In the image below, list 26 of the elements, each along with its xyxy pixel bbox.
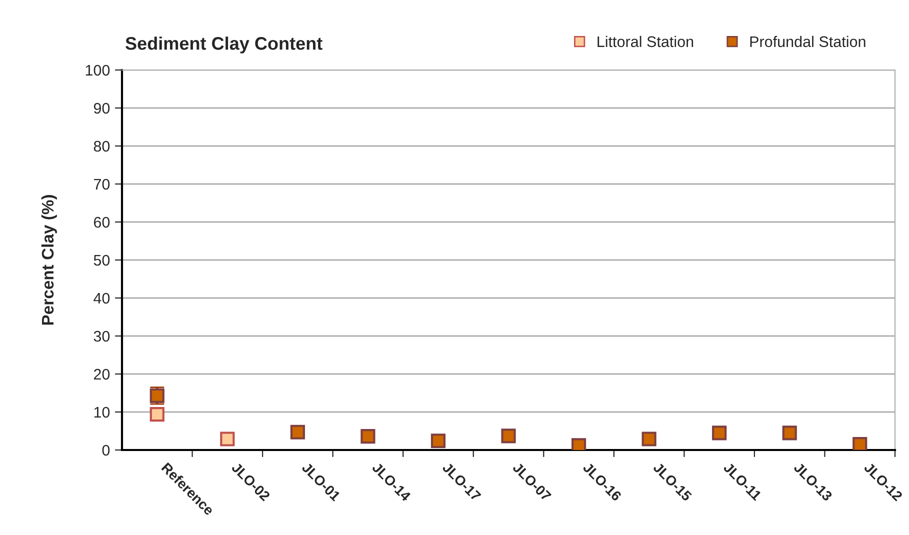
y-axis-title: Percent Clay (%) [41, 195, 57, 325]
point [852, 437, 868, 450]
y-tick-label: 90 [94, 102, 110, 114]
point [501, 428, 516, 444]
point [290, 424, 305, 440]
y-tick-label: 60 [94, 216, 110, 228]
point [220, 432, 235, 446]
point [571, 438, 586, 450]
point [430, 434, 446, 448]
y-tick-label: 20 [94, 368, 110, 380]
y-tick-label: 70 [94, 178, 110, 190]
y-tick-label: 30 [94, 330, 110, 342]
y-tick-label: 100 [86, 64, 110, 76]
y-tick-label: 10 [94, 406, 110, 418]
point [642, 432, 656, 446]
y-tick-label: 40 [94, 292, 110, 304]
y-tick-label: 50 [94, 254, 110, 266]
point [150, 406, 164, 422]
y-tick-label: 0 [102, 444, 110, 456]
point [782, 426, 797, 440]
y-tick-label: 80 [94, 140, 110, 152]
point [360, 429, 376, 444]
chart-title: Sediment Clay Content [126, 36, 322, 54]
legend-label: Profundal Station [750, 36, 866, 48]
legend-label: Littoral Station [598, 36, 694, 48]
point [712, 426, 727, 440]
